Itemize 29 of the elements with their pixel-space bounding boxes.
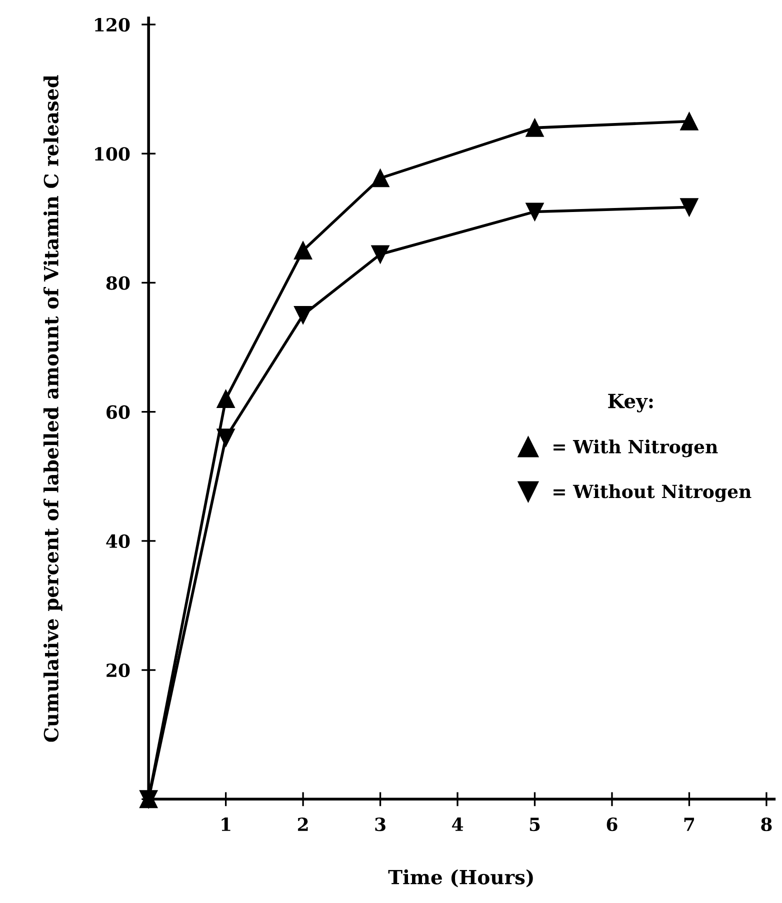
point — [371, 245, 390, 264]
y-axis-title: Cumulative percent of labelled amount of Vitamin C released — [43, 75, 62, 742]
x-tick-label: 5 — [530, 818, 540, 832]
point — [371, 169, 390, 188]
point — [680, 198, 698, 216]
point — [526, 118, 544, 137]
x-tick-label: 1 — [222, 818, 230, 831]
x-tick-label: 3 — [375, 818, 386, 832]
x-tick-label: 6 — [606, 818, 618, 832]
y-tick-label: 60 — [106, 405, 130, 419]
legend-label: = Without Nitrogen — [554, 484, 752, 502]
x-tick-label: 4 — [452, 818, 464, 831]
point — [216, 428, 235, 447]
legend-title: Key: — [608, 394, 653, 412]
y-tick-label: 20 — [106, 664, 130, 678]
point — [526, 202, 544, 221]
y-tick-label: 40 — [106, 534, 130, 548]
y-tick-label: 120 — [95, 18, 130, 32]
point — [680, 112, 698, 130]
x-tick-label: 7 — [684, 818, 694, 831]
x-axis-title: Time (Hours) — [388, 869, 533, 888]
legend-label: = With Nitrogen — [554, 439, 718, 458]
point — [294, 241, 312, 260]
point — [294, 306, 312, 324]
y-tick-label: 100 — [95, 147, 130, 161]
x-tick-label: 8 — [761, 818, 772, 832]
y-tick-label: 80 — [106, 276, 130, 290]
x-tick-label: 2 — [298, 818, 308, 831]
point — [216, 390, 235, 408]
